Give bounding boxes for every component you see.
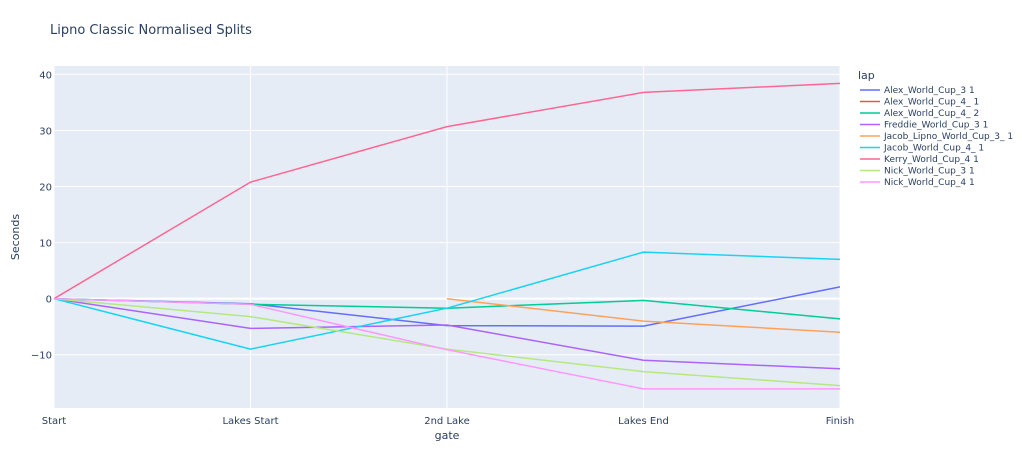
chart-title: Lipno Classic Normalised Splits (50, 23, 252, 38)
legend-item-label[interactable]: Alex_World_Cup_3 1 (884, 86, 975, 96)
legend-title: lap (858, 69, 875, 82)
axis-ticks: Start Lakes Start 2nd Lake Lakes End Finish −… (31, 70, 854, 427)
x-tick-label: Lakes Start (222, 416, 278, 427)
series-line[interactable] (53, 297, 840, 390)
legend-item-label[interactable]: Alex_World_Cup_4_ 2 (884, 109, 979, 119)
x-tick-label: 2nd Lake (424, 416, 470, 427)
y-tick-label: 0 (46, 295, 52, 306)
legend-item-label[interactable]: Jacob_Lipno_World_Cup_3_ 1 (883, 132, 1013, 142)
x-tick-label: Lakes End (618, 416, 669, 427)
y-tick-label: 20 (39, 183, 52, 194)
y-tick-label: 40 (39, 70, 52, 81)
legend-item-label[interactable]: Nick_World_Cup_4 1 (884, 178, 975, 188)
series-lines (53, 82, 841, 390)
series-line[interactable] (53, 297, 841, 370)
y-tick-label: 30 (39, 126, 52, 137)
y-tick-label: −10 (31, 351, 52, 362)
y-axis-title: Seconds (9, 214, 22, 260)
x-axis-title: gate (435, 429, 460, 442)
y-tick-label: 10 (39, 239, 52, 250)
x-tick-label: Finish (826, 416, 854, 427)
legend-item-label[interactable]: Alex_World_Cup_4_ 1 (884, 98, 979, 108)
series-line[interactable] (446, 297, 841, 334)
grid (53, 66, 841, 408)
legend-item-label[interactable]: Jacob_World_Cup_4_ 1 (883, 144, 984, 154)
x-tick-label: Start (42, 416, 67, 427)
series-line[interactable] (53, 251, 841, 350)
legend-item-label[interactable]: Kerry_World_Cup_4 1 (884, 155, 979, 165)
legend-item-label[interactable]: Nick_World_Cup_3 1 (884, 167, 975, 177)
legend[interactable]: lap Alex_World_Cup_3 1 Alex_World_Cup_4_ … (858, 69, 1013, 188)
legend-item-label[interactable]: Freddie_World_Cup_3 1 (884, 121, 988, 131)
series-line[interactable] (53, 82, 841, 300)
